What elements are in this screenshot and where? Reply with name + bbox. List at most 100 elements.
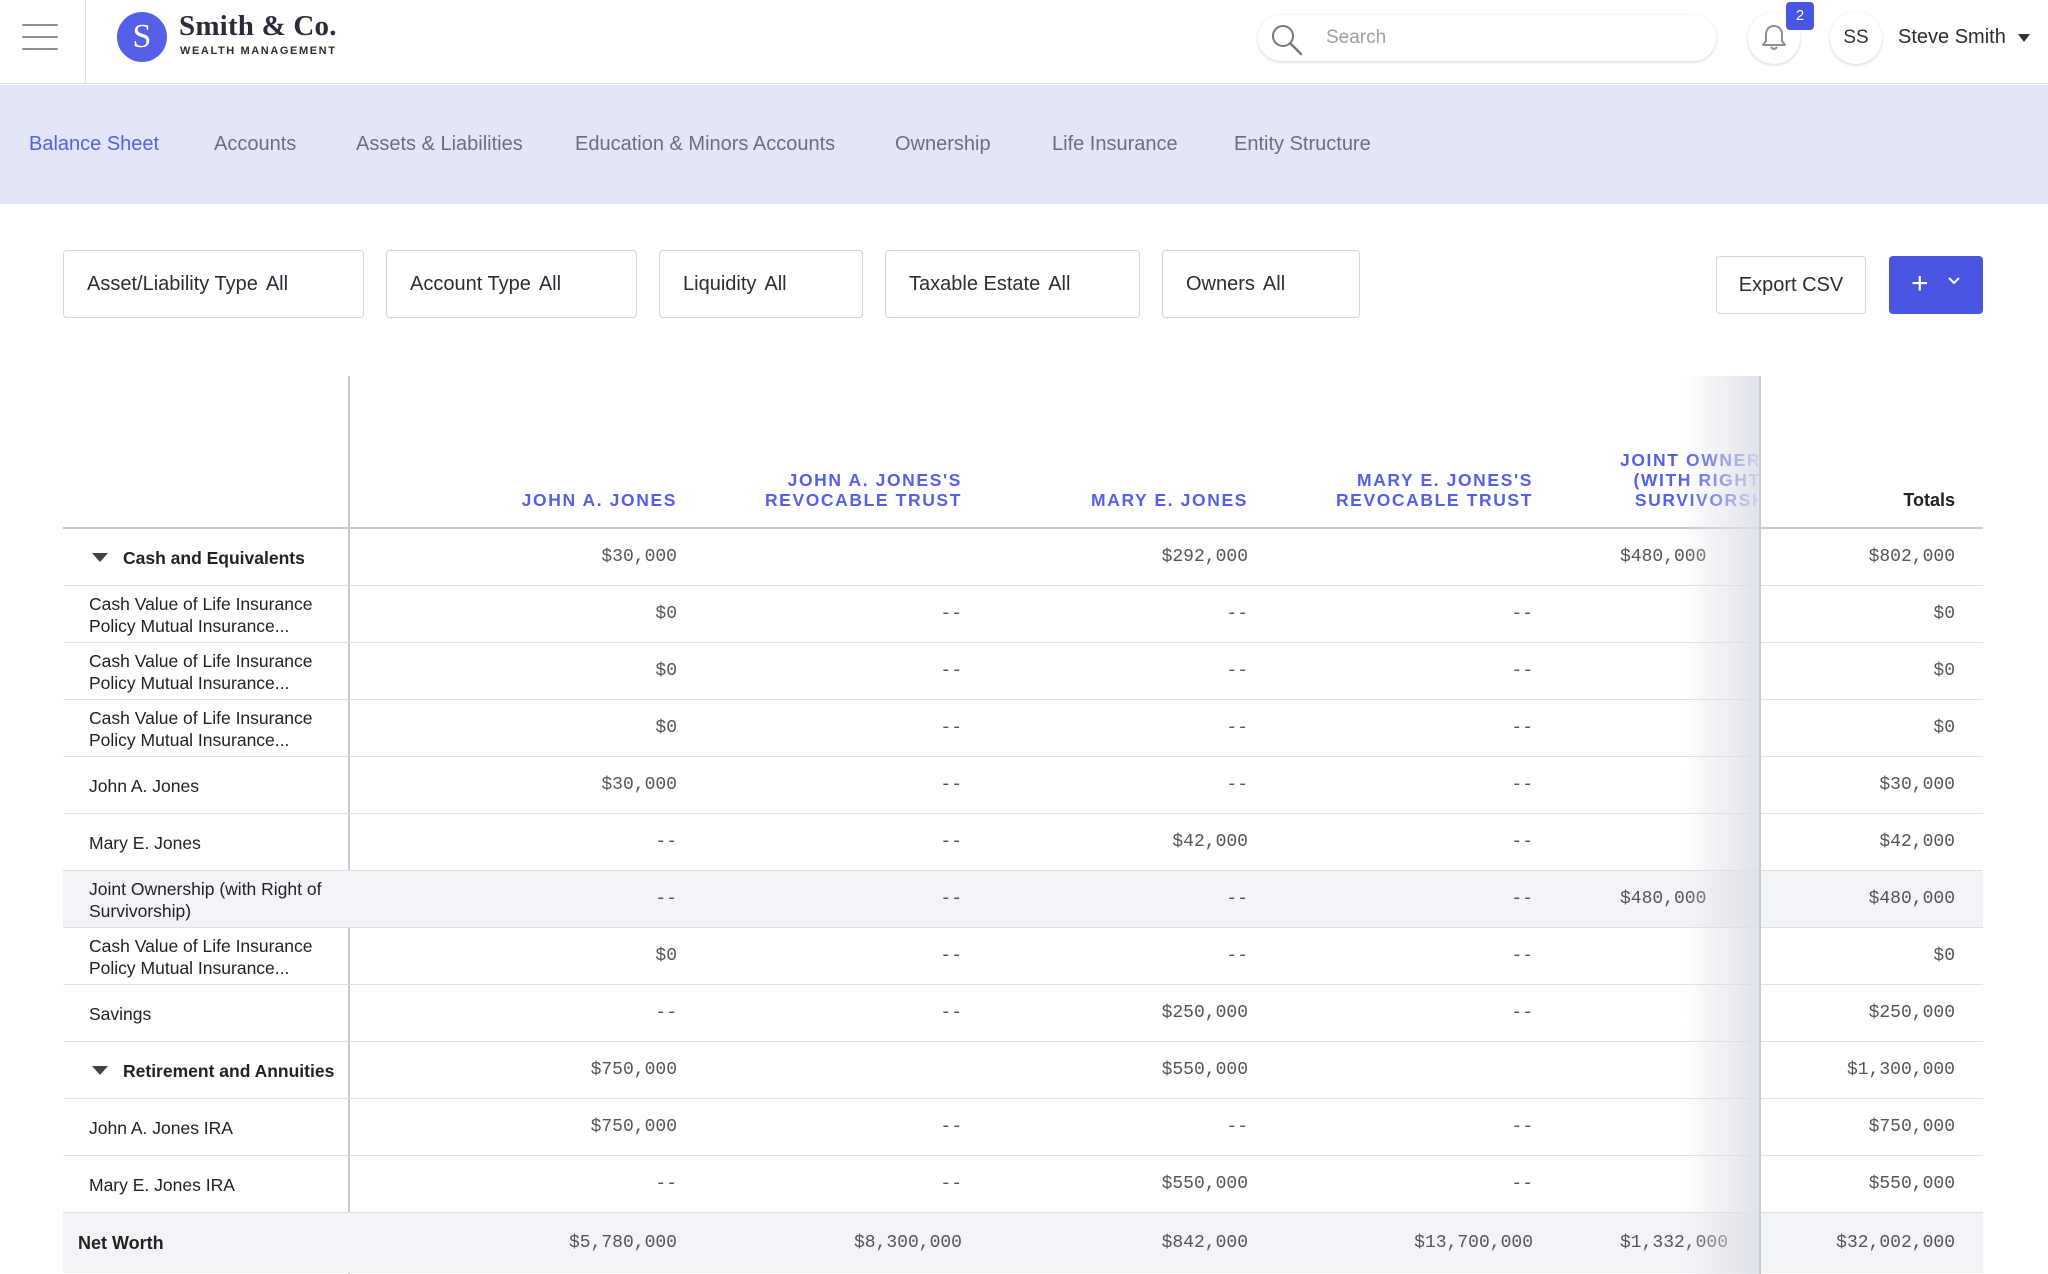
table-cell: -- (940, 1117, 962, 1137)
table-row[interactable]: Cash Value of Life Insurance Policy Mutu… (63, 643, 1983, 700)
total-cell: $0 (1933, 718, 1955, 738)
table-cell: -- (940, 718, 962, 738)
table-cell: -- (940, 604, 962, 624)
table-cell: $750,000 (590, 1060, 677, 1080)
tab-bar: Balance Sheet Accounts Assets & Liabilit… (0, 85, 2048, 204)
tab-education-minors-accounts[interactable]: Education & Minors Accounts (575, 133, 836, 155)
tab-assets-liabilities[interactable]: Assets & Liabilities (356, 133, 523, 155)
filter-liquidity[interactable]: Liquidity All (659, 250, 863, 318)
brand-tagline: WEALTH MANAGEMENT (180, 45, 337, 57)
tab-accounts[interactable]: Accounts (214, 133, 297, 155)
table-cell: -- (655, 1174, 677, 1194)
table-cell-clip (1173, 985, 1759, 1042)
table-cell-clip (1173, 1099, 1759, 1156)
top-bar: S Smith & Co. WEALTH MANAGEMENT 2 SS Ste… (0, 0, 2048, 84)
filter-label: Owners (1186, 273, 1255, 295)
row-label: Mary E. Jones (89, 832, 201, 853)
table-cell: $0 (655, 604, 677, 624)
tab-ownership[interactable]: Ownership (895, 133, 991, 155)
table-cell: -- (1226, 946, 1248, 966)
row-label: Cash Value of Life Insurance Policy Mutu… (89, 650, 313, 693)
table-cell: -- (1226, 775, 1248, 795)
table-cell-clip: $480,000 (1173, 871, 1759, 928)
table-cell: -- (940, 775, 962, 795)
row-label: Retirement and Annuities (123, 1060, 335, 1081)
net-worth-row[interactable]: Net Worth $5,780,000 $8,300,000 $842,000 $13… (63, 1213, 1983, 1273)
table-cell: $0 (655, 718, 677, 738)
search-box (1258, 15, 1716, 61)
tab-entity-structure[interactable]: Entity Structure (1234, 133, 1371, 155)
table-cell: -- (1226, 718, 1248, 738)
caret-down-icon[interactable] (92, 1066, 108, 1075)
total-cell: $42,000 (1879, 832, 1955, 852)
total-cell: $1,300,000 (1846, 1060, 1955, 1080)
logo-icon: S (117, 12, 167, 62)
table-cell: -- (655, 832, 677, 852)
total-cell: $480,000 (1868, 889, 1955, 909)
tab-life-insurance[interactable]: Life Insurance (1052, 133, 1178, 155)
filter-asset-liability-type[interactable]: Asset/Liability Type All (63, 250, 364, 318)
total-cell: $250,000 (1868, 1003, 1955, 1023)
column-divider (348, 376, 350, 1274)
header-rule (63, 527, 1983, 529)
column-header-totals: Totals (1903, 490, 1955, 510)
filter-label: Taxable Estate (909, 273, 1041, 295)
table-row[interactable]: Cash Value of Life Insurance Policy Mutu… (63, 928, 1983, 985)
user-name[interactable]: Steve Smith (1898, 26, 2006, 48)
table-cell: $8,300,000 (853, 1233, 962, 1253)
table-cell: $842,000 (1161, 1233, 1248, 1253)
table-cell-clip (1173, 1156, 1759, 1213)
tab-balance-sheet[interactable]: Balance Sheet (29, 133, 160, 155)
table-cell: -- (1511, 718, 1533, 738)
export-csv-button[interactable]: Export CSV (1716, 256, 1866, 314)
table-row[interactable]: Savings -- -- $250,000 -- $250,000 (63, 985, 1983, 1042)
filter-label: Liquidity (683, 273, 757, 295)
caret-down-icon[interactable] (92, 553, 108, 562)
caret-down-icon[interactable] (2018, 34, 2030, 42)
table-cell-clip (1173, 643, 1759, 700)
filter-label: Account Type (410, 273, 531, 295)
total-cell: $802,000 (1868, 547, 1955, 567)
table-row[interactable]: John A. Jones IRA $750,000 -- -- -- $750,000 (63, 1099, 1983, 1156)
avatar[interactable]: SS (1830, 12, 1882, 64)
filter-taxable-estate[interactable]: Taxable Estate All (885, 250, 1140, 318)
plus-icon: + (1911, 267, 1929, 300)
row-label: John A. Jones (89, 775, 199, 796)
filter-label: Asset/Liability Type (87, 273, 258, 295)
filter-account-type[interactable]: Account Type All (386, 250, 637, 318)
table-cell: $550,000 (1161, 1174, 1248, 1194)
table-row[interactable]: John A. Jones $30,000 -- -- -- $30,000 (63, 757, 1983, 814)
table-cell: -- (940, 832, 962, 852)
row-label: Cash Value of Life Insurance Policy Mutu… (89, 935, 313, 978)
table-row[interactable]: Mary E. Jones IRA -- -- $550,000 -- $550,000 (63, 1156, 1983, 1213)
table-cell: -- (1511, 889, 1533, 909)
column-header-joint-ownership: JOINT OWNERSHIP(WITH RIGHT OFSURVIVORSHI… (1620, 450, 1759, 510)
row-label: Savings (89, 1003, 152, 1024)
table-cell-clip (1173, 814, 1759, 871)
column-header-clip: JOINT OWNERSHIP(WITH RIGHT OFSURVIVORSHI… (1173, 376, 1759, 526)
search-input[interactable] (1326, 15, 1696, 61)
table-cell: -- (1511, 1003, 1533, 1023)
topbar-divider (85, 0, 86, 84)
table-row[interactable]: Mary E. Jones -- -- $42,000 -- $42,000 (63, 814, 1983, 871)
hamburger-icon[interactable] (22, 24, 58, 52)
table-cell-clip (1173, 700, 1759, 757)
add-button[interactable]: + (1889, 256, 1983, 314)
table-row[interactable]: Joint Ownership (with Right of Survivors… (63, 871, 1983, 928)
filter-owners[interactable]: Owners All (1162, 250, 1360, 318)
table-group-row[interactable]: Cash and Equivalents $30,000 $292,000 $480,… (63, 529, 1983, 586)
table-row[interactable]: Cash Value of Life Insurance Policy Mutu… (63, 586, 1983, 643)
table-cell: -- (1226, 661, 1248, 681)
table-cell: -- (1511, 832, 1533, 852)
table-group-row[interactable]: Retirement and Annuities $750,000 $550,000… (63, 1042, 1983, 1099)
table-row[interactable]: Cash Value of Life Insurance Policy Mutu… (63, 700, 1983, 757)
row-label: Cash Value of Life Insurance Policy Mutu… (89, 707, 313, 750)
table-cell: $480,000 (1620, 889, 1707, 909)
bell-icon (1762, 25, 1786, 50)
total-cell: $0 (1933, 604, 1955, 624)
total-cell: $750,000 (1868, 1117, 1955, 1137)
table-cell: -- (1511, 946, 1533, 966)
filter-value: All (1048, 273, 1071, 295)
search-icon[interactable] (1270, 23, 1304, 57)
table-cell: $550,000 (1161, 1060, 1248, 1080)
